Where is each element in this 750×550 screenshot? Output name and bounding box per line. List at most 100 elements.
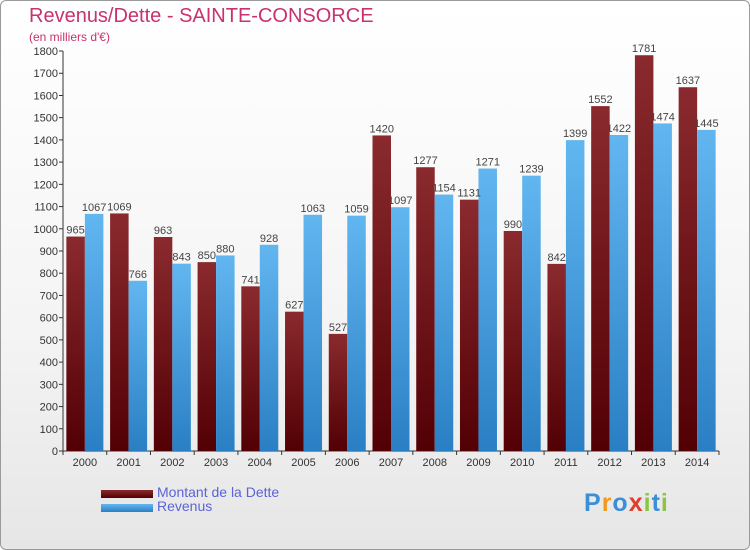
logo-letter: i	[643, 489, 652, 517]
x-tick-label: 2003	[204, 457, 228, 469]
debt-data-label: 963	[154, 225, 172, 237]
revenue-data-label: 1063	[301, 203, 325, 215]
x-tick-label: 2009	[466, 457, 490, 469]
revenue-bar	[697, 129, 716, 451]
revenue-data-label: 1271	[475, 157, 499, 169]
logo-letter: i	[660, 489, 669, 517]
revenue-bar	[172, 263, 191, 451]
revenue-bar	[391, 207, 410, 451]
debt-data-label: 627	[285, 300, 303, 312]
debt-data-label: 1552	[588, 94, 612, 106]
y-tick-label: 400	[40, 357, 58, 369]
y-tick-label: 700	[40, 290, 58, 302]
revenue-bar	[565, 140, 585, 451]
debt-data-label: 1637	[676, 75, 700, 87]
y-tick-label: 800	[40, 268, 58, 280]
legend-label-revenue: Revenus	[157, 498, 213, 514]
y-tick-label: 1500	[34, 113, 58, 125]
y-tick-label: 1000	[34, 224, 58, 236]
y-tick-label: 600	[40, 313, 58, 325]
logo-letter: r	[601, 489, 613, 517]
y-tick-label: 500	[40, 335, 58, 347]
x-tick-label: 2006	[335, 457, 359, 469]
y-tick-label: 0	[52, 446, 58, 458]
chart-title: Revenus/Dette - SAINTE-CONSORCE	[29, 5, 374, 27]
debt-data-label: 527	[329, 322, 347, 334]
revenue-bar	[259, 244, 279, 451]
debt-bar	[459, 199, 479, 451]
y-tick-label: 100	[40, 424, 58, 436]
debt-data-label: 990	[504, 219, 522, 231]
debt-bar	[547, 263, 566, 451]
debt-bar	[197, 262, 217, 451]
revenue-bar	[609, 135, 629, 451]
revenue-data-label: 1059	[344, 204, 368, 216]
x-tick-label: 2010	[510, 457, 534, 469]
revenue-bar	[434, 194, 454, 452]
logo-letter: o	[612, 489, 629, 517]
legend-swatch-debt	[101, 490, 153, 498]
debt-bar	[678, 87, 698, 451]
logo-letter: P	[584, 489, 602, 517]
y-tick-label: 300	[40, 379, 58, 391]
debt-data-label: 1069	[107, 201, 131, 213]
debt-data-label: 850	[198, 250, 216, 262]
chart-subtitle: (en milliers d'€)	[29, 30, 110, 44]
logo-letter: x	[628, 489, 644, 517]
revenue-data-label: 1422	[607, 123, 631, 135]
logo-letter: t	[651, 489, 661, 517]
revenue-data-label: 843	[172, 252, 190, 264]
revenue-bar	[303, 214, 323, 451]
x-tick-label: 2001	[116, 457, 140, 469]
revenue-data-label: 1474	[650, 111, 674, 123]
x-tick-label: 2000	[73, 457, 97, 469]
revenue-bar	[84, 213, 104, 451]
debt-bar	[416, 167, 435, 451]
debt-data-label: 842	[548, 252, 566, 264]
debt-bar	[372, 135, 391, 451]
x-tick-label: 2011	[554, 457, 578, 469]
revenue-data-label: 1445	[694, 118, 718, 130]
x-tick-label: 2008	[422, 457, 446, 469]
revenue-data-label: 766	[129, 269, 147, 281]
debt-bar	[591, 106, 610, 451]
x-tick-label: 2005	[291, 457, 315, 469]
debt-bar	[285, 311, 304, 451]
x-tick-label: 2014	[685, 457, 709, 469]
x-tick-label: 2007	[379, 457, 403, 469]
legend-label-debt: Montant de la Dette	[157, 484, 280, 500]
debt-bar	[503, 231, 523, 451]
debt-data-label: 1131	[457, 188, 481, 200]
debt-data-label: 1420	[370, 123, 394, 135]
debt-bar	[241, 286, 260, 451]
y-tick-label: 900	[40, 246, 58, 258]
revenue-data-label: 1154	[432, 183, 456, 195]
y-tick-label: 1700	[34, 68, 58, 80]
revenue-bar	[216, 255, 235, 451]
x-tick-label: 2002	[160, 457, 184, 469]
y-tick-label: 1600	[34, 90, 58, 102]
revenue-bar	[653, 123, 672, 451]
debt-data-label: 741	[241, 274, 259, 286]
y-tick-label: 1800	[34, 46, 58, 58]
debt-bar	[153, 237, 173, 451]
debt-data-label: 1781	[632, 43, 656, 55]
debt-bar	[66, 236, 85, 451]
y-tick-label: 200	[40, 402, 58, 414]
revenue-data-label: 1067	[82, 202, 106, 214]
legend-swatch-revenue	[101, 504, 153, 512]
debt-data-label: 1277	[413, 155, 437, 167]
y-tick-label: 1400	[34, 135, 58, 147]
y-tick-label: 1300	[34, 157, 58, 169]
y-tick-label: 1200	[34, 179, 58, 191]
revenue-data-label: 880	[216, 243, 234, 255]
revenue-bar	[128, 280, 148, 451]
proxiti-logo: Proxiti	[584, 489, 669, 518]
y-tick-label: 1100	[34, 202, 58, 214]
debt-bar	[634, 55, 654, 451]
revenue-data-label: 1239	[519, 164, 543, 176]
revenue-bar	[522, 175, 541, 451]
revenue-data-label: 1097	[388, 195, 412, 207]
